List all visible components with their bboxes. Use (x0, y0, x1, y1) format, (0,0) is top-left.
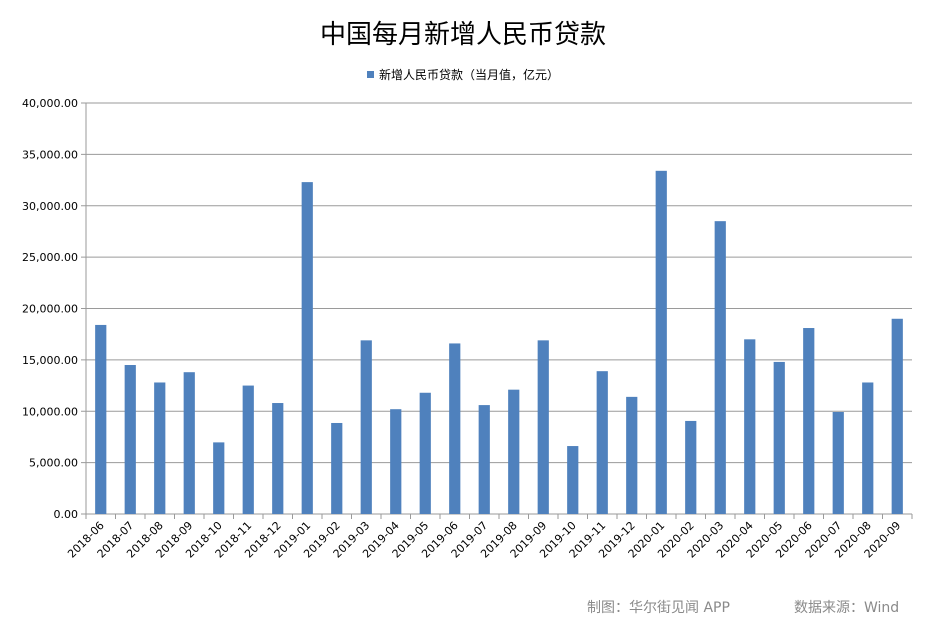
bar (626, 396, 638, 514)
bar (891, 318, 903, 514)
y-tick-label: 25,000.00 (22, 251, 78, 264)
bar (449, 343, 461, 514)
bar (567, 446, 579, 514)
footer-credit: 制图：华尔街见闻 APP (587, 600, 730, 616)
bar (183, 372, 195, 514)
bar (213, 442, 225, 514)
bar (301, 182, 313, 514)
bar (360, 340, 372, 514)
legend-label: 新增人民币贷款（当月值，亿元） (378, 68, 559, 82)
bar (832, 412, 844, 514)
bar (331, 422, 343, 514)
bar (390, 409, 402, 514)
bar (714, 221, 726, 514)
legend-swatch (366, 71, 374, 78)
bar (508, 389, 520, 514)
y-tick-label: 10,000.00 (22, 405, 78, 418)
chart-title: 中国每月新增人民币贷款 (319, 20, 606, 50)
bar (272, 403, 284, 514)
footer-source: 数据来源：Wind (794, 600, 900, 616)
y-tick-label: 20,000.00 (22, 303, 78, 316)
bar (596, 371, 608, 514)
bar (803, 328, 815, 514)
bar (124, 365, 136, 514)
bar (419, 392, 431, 514)
y-tick-label: 35,000.00 (22, 148, 78, 161)
bar (478, 405, 490, 514)
y-tick-label: 15,000.00 (22, 354, 78, 367)
bar (773, 361, 785, 514)
y-tick-label: 30,000.00 (22, 200, 78, 213)
y-tick-label: 5,000.00 (29, 457, 78, 470)
y-tick-label: 0.00 (54, 508, 79, 521)
bar (242, 385, 254, 514)
bar (537, 340, 549, 514)
bar (862, 382, 874, 514)
bar (685, 420, 697, 514)
bar (154, 382, 166, 514)
bar (95, 324, 107, 514)
y-tick-label: 40,000.00 (22, 97, 78, 110)
bar (655, 170, 667, 514)
bar (744, 339, 756, 514)
chart-legend: 新增人民币贷款（当月值，亿元） (0, 66, 926, 83)
